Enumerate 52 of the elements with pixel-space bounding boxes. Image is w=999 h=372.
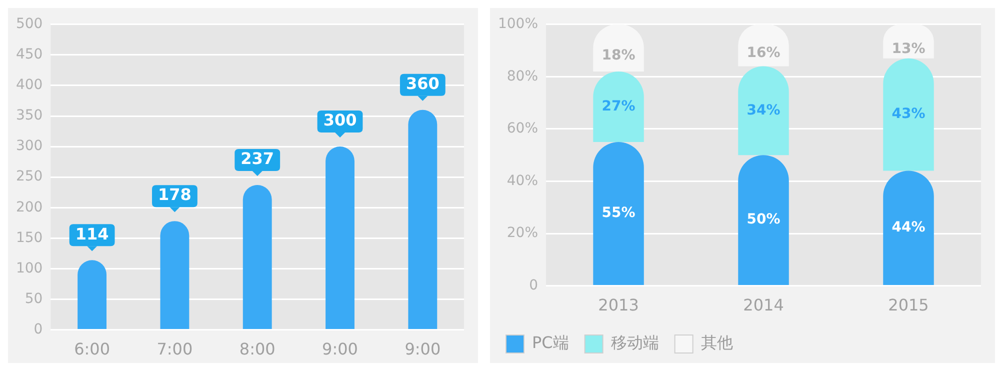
x-tick-label: 7:00 [156,340,193,359]
legend-label: 其他 [700,333,733,352]
text: 27% [602,98,636,114]
data-label: 114 [75,224,109,244]
bar [326,146,354,330]
x-tick-label: 6:00 [74,340,110,359]
y-tick-label: 100 [16,260,43,276]
data-label: 178 [158,185,192,204]
x-tick-label: 9:00 [404,340,441,359]
bar [242,185,272,330]
y-tick-label: 60% [506,120,538,137]
y-tick-label: 350 [16,108,43,124]
bar [738,66,789,156]
y-tick-label: 150 [16,230,43,246]
data-label: 360 [406,74,440,94]
legend-label: 移动端 [610,333,659,352]
y-tick-label: 50 [24,290,43,307]
y-tick-label: 0 [529,277,538,294]
text: 55% [602,205,636,222]
data-label: 237 [240,149,274,168]
data-label: 300 [323,110,357,130]
x-tick-label: 9:00 [322,340,358,359]
text: 43% [892,106,926,122]
bar [883,170,934,286]
x-tick-label: 2015 [888,296,929,315]
bar [408,110,438,330]
x-tick-label: 8:00 [239,340,276,359]
x-tick-label: 2013 [598,296,639,315]
bar [160,221,190,330]
bar [593,142,644,286]
text: 18% [602,48,636,64]
bar [883,58,934,171]
text: 16% [746,44,780,61]
text: 50% [746,212,780,228]
x-tick-label: 2014 [743,296,784,315]
y-tick-label: 300 [16,138,43,154]
y-tick-label: 0 [34,321,43,338]
y-tick-label: 100% [498,16,538,32]
y-tick-label: 400 [16,77,43,94]
y-tick-label: 500 [16,16,43,32]
y-tick-label: 20% [506,225,538,242]
legend-label: PC端 [532,333,569,352]
bar [738,155,789,286]
y-tick-label: 200 [16,199,43,216]
y-tick-label: 250 [16,168,43,185]
y-tick-label: 80% [506,68,538,84]
text: 13% [892,41,926,58]
y-tick-label: 40% [506,172,538,189]
text: 34% [746,102,780,118]
bar [78,260,107,330]
text: 44% [892,220,926,236]
y-tick-label: 450 [16,46,43,63]
